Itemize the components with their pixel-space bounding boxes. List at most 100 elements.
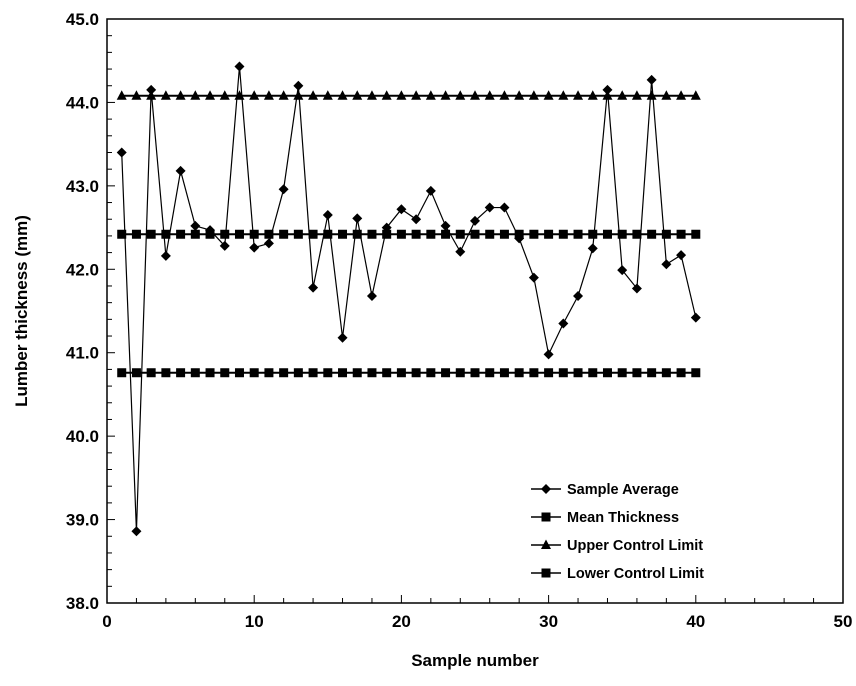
mean-thickness-point: [264, 229, 274, 239]
lower-control-limit-point: [220, 368, 230, 378]
sample-average-point: [381, 222, 392, 233]
legend-item: Lower Control Limit: [531, 566, 704, 582]
mean-thickness-point: [293, 229, 303, 239]
lower-control-limit-point: [264, 368, 274, 378]
upper-control-limit-point: [190, 90, 201, 100]
lower-control-limit-point: [529, 368, 539, 378]
upper-control-limit-point: [587, 90, 598, 100]
sample-average-point: [470, 215, 480, 226]
lower-control-limit-point: [308, 368, 318, 378]
mean-thickness-point: [131, 229, 141, 239]
sample-average-point: [631, 283, 642, 294]
mean-thickness-point: [588, 229, 598, 239]
lower-control-limit-point: [544, 368, 554, 378]
sample-average-point: [190, 220, 201, 231]
mean-thickness-point: [661, 229, 671, 239]
lower-control-limit-point: [117, 368, 127, 378]
upper-control-limit-point: [219, 90, 230, 100]
sample-average-point: [322, 210, 333, 221]
mean-thickness-point: [529, 229, 539, 239]
lower-control-limit-point: [396, 368, 406, 378]
legend-label: Lower Control Limit: [567, 566, 704, 582]
lower-control-limit-point: [647, 368, 657, 378]
mean-thickness-point: [352, 229, 362, 239]
x-tick-label: 10: [245, 612, 264, 631]
sample-average-point: [278, 184, 289, 195]
legend-marker: [541, 512, 551, 522]
x-tick-label: 30: [539, 612, 558, 631]
upper-control-limit-point: [322, 90, 333, 100]
legend-label: Upper Control Limit: [567, 538, 703, 554]
lower-control-limit-point: [249, 368, 259, 378]
upper-control-limit-point: [573, 90, 584, 100]
upper-control-limit-point: [455, 90, 466, 100]
x-axis-title: Sample number: [411, 651, 539, 670]
mean-thickness-point: [323, 229, 333, 239]
legend-item: Upper Control Limit: [531, 538, 703, 554]
lower-control-limit-point: [661, 368, 671, 378]
lower-control-limit-point: [455, 368, 465, 378]
sample-average-point: [661, 259, 672, 270]
lower-control-limit-point: [691, 368, 701, 378]
series-upper-control-limit: [116, 90, 701, 100]
sample-average-point: [234, 61, 245, 72]
mean-thickness-point: [426, 229, 436, 239]
upper-control-limit-point: [381, 90, 392, 100]
sample-average-point: [587, 243, 598, 254]
y-tick-label: 38.0: [66, 594, 99, 613]
x-tick-label: 0: [102, 612, 111, 631]
lower-control-limit-point: [426, 368, 436, 378]
lower-control-limit-point: [441, 368, 451, 378]
upper-control-limit-point: [175, 90, 186, 100]
upper-control-limit-point: [470, 90, 480, 100]
mean-thickness-point: [558, 229, 568, 239]
sample-average-point: [528, 272, 539, 283]
sample-average-point: [116, 147, 127, 158]
y-axis-tick-labels: 38.0 39.0 40.0 41.0 42.0 43.0 44.0 45.0: [66, 10, 99, 613]
lower-control-limit-point: [161, 368, 171, 378]
lower-control-limit-point: [602, 368, 612, 378]
mean-thickness-point: [455, 229, 465, 239]
legend-marker: [541, 539, 551, 549]
mean-thickness-point: [411, 229, 421, 239]
axis-ticks: [106, 18, 844, 604]
sample-average-point: [293, 80, 304, 91]
upper-control-limit-point: [352, 90, 363, 100]
upper-control-limit-point: [131, 90, 142, 100]
mean-thickness-point: [146, 229, 156, 239]
mean-thickness-point: [691, 229, 701, 239]
upper-control-limit-point: [366, 90, 377, 100]
lower-control-limit-point: [470, 368, 480, 378]
sample-average-point: [146, 84, 157, 95]
mean-thickness-point: [632, 229, 642, 239]
mean-thickness-point: [367, 229, 377, 239]
mean-thickness-point: [220, 229, 230, 239]
lower-control-limit-point: [514, 368, 524, 378]
upper-control-limit-point: [278, 90, 289, 100]
upper-control-limit-point: [528, 90, 539, 100]
sample-average-point: [366, 290, 377, 301]
mean-thickness-point: [396, 229, 406, 239]
mean-thickness-point: [441, 229, 451, 239]
mean-thickness-point: [190, 229, 200, 239]
upper-control-limit-point: [396, 90, 407, 100]
upper-control-limit-point: [543, 90, 554, 100]
upper-control-limit-point: [263, 90, 274, 100]
lower-control-limit-point: [146, 368, 156, 378]
lower-control-limit-point: [499, 368, 509, 378]
upper-control-limit-point: [661, 90, 672, 100]
y-tick-label: 45.0: [66, 10, 99, 29]
lower-control-limit-point: [131, 368, 141, 378]
upper-control-limit-point: [205, 90, 216, 100]
upper-control-limit-point: [440, 90, 451, 100]
sample-average-point: [411, 214, 422, 225]
upper-control-limit-point: [160, 90, 171, 100]
lower-control-limit-point: [676, 368, 686, 378]
lower-control-limit-point: [176, 368, 186, 378]
upper-control-limit-point: [499, 90, 510, 100]
sample-average-point: [602, 84, 613, 95]
lower-control-limit-point: [293, 368, 303, 378]
sample-average-point: [263, 238, 274, 249]
upper-control-limit-point: [514, 90, 525, 100]
